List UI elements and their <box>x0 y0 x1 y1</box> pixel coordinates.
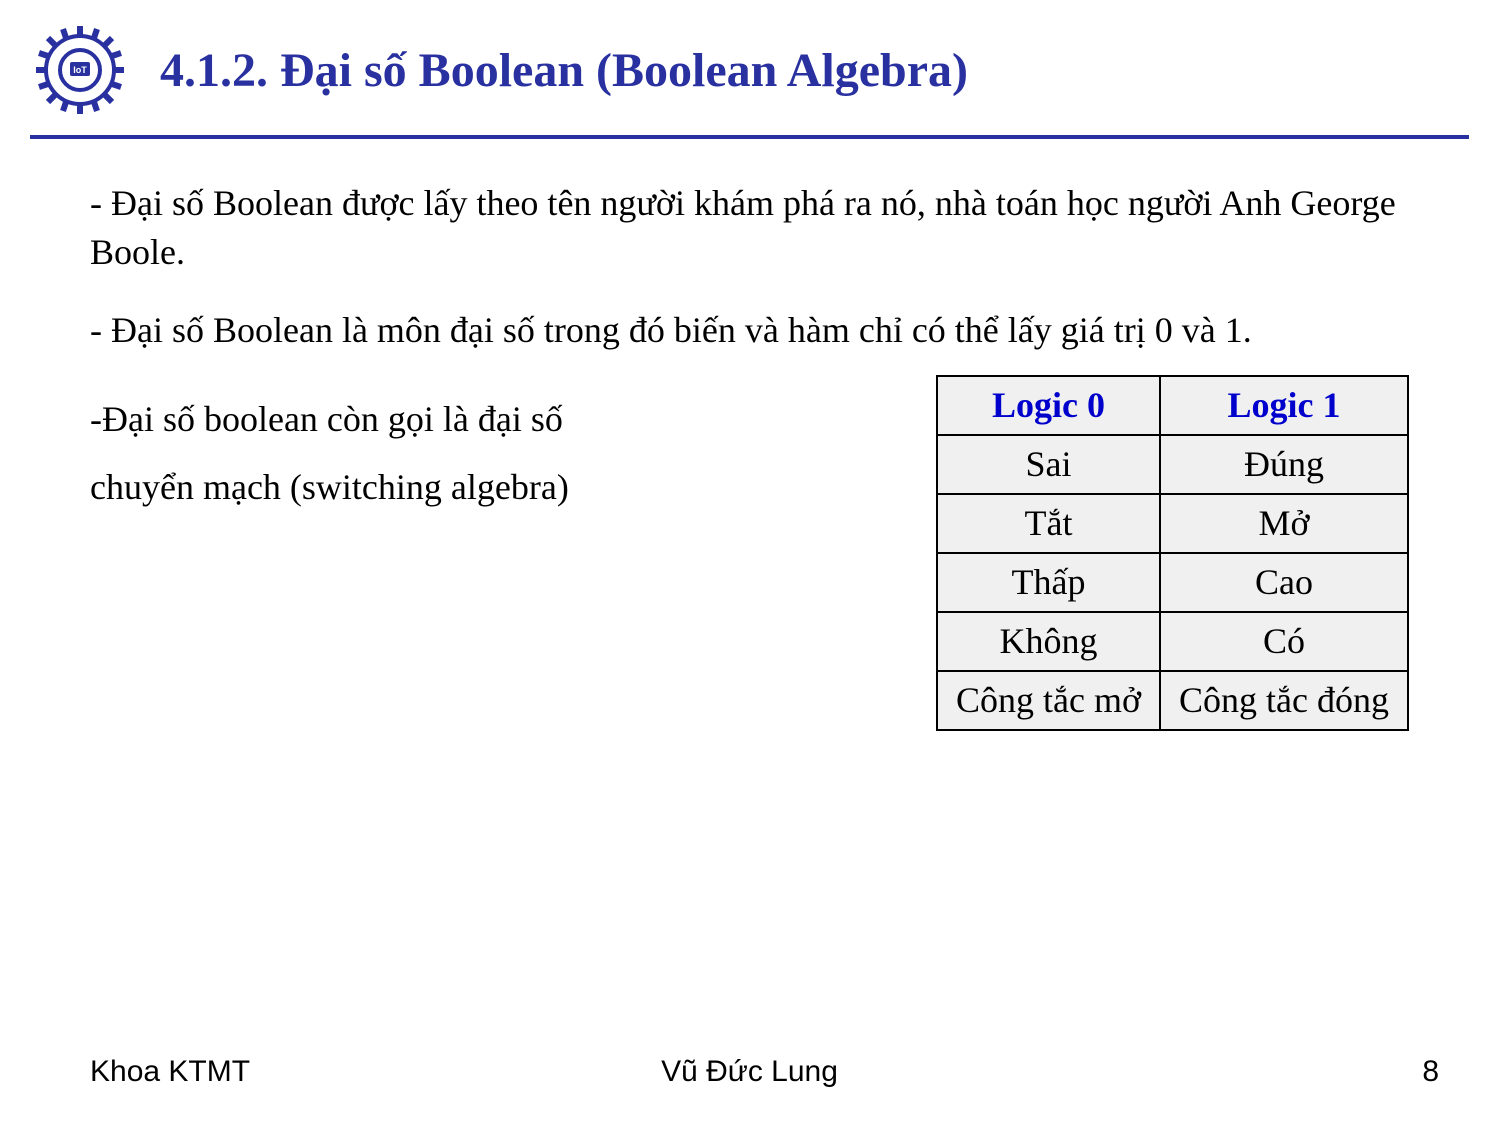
table-cell: Thấp <box>937 553 1160 612</box>
table-header-logic1: Logic 1 <box>1160 376 1408 435</box>
table-header-row: Logic 0 Logic 1 <box>937 376 1408 435</box>
slide-header: IoT 4.1.2. Đại số Boolean (Boolean Algeb… <box>0 0 1499 120</box>
footer-left: Khoa KTMT <box>90 1055 250 1089</box>
para3-line1: -Đại số boolean còn gọi là đại số <box>90 385 896 453</box>
table-cell: Sai <box>937 435 1160 494</box>
gear-logo-icon: IoT <box>30 20 130 120</box>
table-cell: Công tắc đóng <box>1160 671 1408 730</box>
logic-table: Logic 0 Logic 1 Sai Đúng Tắt Mở Thấp Cao <box>936 375 1409 731</box>
table-cell: Công tắc mở <box>937 671 1160 730</box>
table-cell: Tắt <box>937 494 1160 553</box>
svg-text:IoT: IoT <box>73 65 87 75</box>
table-cell: Cao <box>1160 553 1408 612</box>
table-header-logic0: Logic 0 <box>937 376 1160 435</box>
paragraph-2: - Đại số Boolean là môn đại số trong đó … <box>90 306 1409 355</box>
table-row: Không Có <box>937 612 1408 671</box>
paragraph-3: -Đại số boolean còn gọi là đại số chuyển… <box>90 385 896 522</box>
table-row: Công tắc mở Công tắc đóng <box>937 671 1408 730</box>
table-cell: Không <box>937 612 1160 671</box>
table-row: Tắt Mở <box>937 494 1408 553</box>
two-column-row: -Đại số boolean còn gọi là đại số chuyển… <box>90 385 1409 731</box>
table-cell: Có <box>1160 612 1408 671</box>
slide-footer: Khoa KTMT Vũ Đức Lung 8 <box>0 1055 1499 1089</box>
paragraph-1: - Đại số Boolean được lấy theo tên người… <box>90 179 1409 276</box>
table-row: Sai Đúng <box>937 435 1408 494</box>
footer-center: Vũ Đức Lung <box>661 1055 838 1089</box>
table-cell: Đúng <box>1160 435 1408 494</box>
para3-line2: chuyển mạch (switching algebra) <box>90 453 896 521</box>
table-row: Thấp Cao <box>937 553 1408 612</box>
footer-page-number: 8 <box>1422 1055 1439 1089</box>
table-cell: Mở <box>1160 494 1408 553</box>
slide-content: - Đại số Boolean được lấy theo tên người… <box>0 139 1499 731</box>
slide-title: 4.1.2. Đại số Boolean (Boolean Algebra) <box>160 43 968 98</box>
